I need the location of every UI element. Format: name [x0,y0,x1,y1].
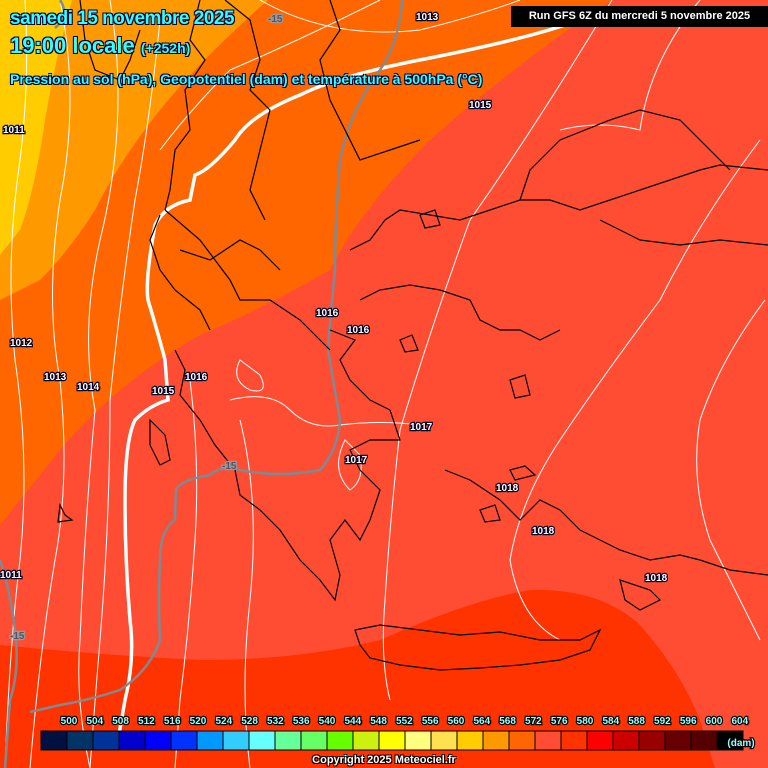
legend-tick: 560 [448,716,465,727]
pressure-label: 1013 [416,12,439,23]
legend-swatch [274,730,302,751]
legend-swatch [378,730,406,751]
legend-tick: 524 [215,716,232,727]
pressure-label: 1016 [347,325,370,336]
legend-swatch [352,730,380,751]
pressure-label: 1018 [496,483,519,494]
zone-568 [0,0,268,300]
legend-swatch [144,730,172,751]
legend-tick: 568 [499,716,516,727]
legend-tick: 576 [551,716,568,727]
pressure-label: 1011 [3,125,25,136]
isotherm-minus15 [0,0,404,768]
pressure-label: 1016 [316,308,339,319]
pressure-label: 1017 [345,455,368,466]
legend-swatch [482,730,510,751]
forecast-time: 19:00 locale (+252h) [10,33,190,59]
temperature-label: -15 [222,461,237,472]
legend-unit: (dam) [727,738,754,749]
legend-tick: 572 [525,716,542,727]
legend-tick: 500 [61,716,78,727]
color-legend: 500 504 508 512 516 520 524 528 532 536 540 544 548 5… [40,715,750,751]
pressure-label: 1015 [469,100,492,111]
model-run-info: Run GFS 6Z du mercredi 5 novembre 2025 [511,6,768,27]
legend-swatch [66,730,94,751]
legend-swatch [456,730,484,751]
legend-tick: 556 [422,716,439,727]
legend-swatch [326,730,354,751]
temperature-label: -15 [10,631,25,642]
legend-swatch [170,730,198,751]
legend-tick: 520 [190,716,207,727]
pressure-label: 1014 [77,382,100,393]
legend-tick: 504 [86,716,103,727]
legend-tick: 588 [628,716,645,727]
legend-swatch [508,730,536,751]
parameter-description: Pression au sol (hPa), Geopotentiel (dam… [10,71,483,87]
zone-564 [0,0,72,255]
legend-swatch [534,730,562,751]
lead-time: (+252h) [140,40,191,56]
legend-tick: 584 [602,716,619,727]
legend-swatch [300,730,328,751]
legend-tick: 552 [396,716,413,727]
pressure-label: 1015 [152,386,175,397]
legend-tick: 536 [293,716,310,727]
legend-swatch [196,730,224,751]
legend-swatch [560,730,588,751]
legend-swatch [638,730,666,751]
temperature-label: -15 [268,14,283,25]
legend-swatch [716,730,744,751]
legend-tick: 548 [370,716,387,727]
legend-tick: 600 [706,716,723,727]
legend-tick: 516 [164,716,181,727]
legend-tick: 604 [731,716,748,727]
legend-swatch [690,730,718,751]
legend-tick: 564 [473,716,490,727]
zone-572 [0,0,612,525]
pressure-label: 1018 [645,573,668,584]
pressure-labels: 1013 1015 1011 1012 1013 1014 1015 1016 … [0,11,669,585]
legend-tick: 540 [319,716,336,727]
legend-tick: 544 [344,716,361,727]
legend-tick: 596 [680,716,697,727]
pressure-label: 1017 [410,422,433,433]
legend-tick: 528 [241,716,258,727]
legend-swatch [404,730,432,751]
legend-tick: 580 [577,716,594,727]
isobars [4,0,766,768]
copyright: Copyright 2025 Meteociel.fr [312,754,456,766]
forecast-date: samedi 15 novembre 2025 [10,8,235,29]
pressure-label: 1012 [10,338,33,349]
legend-swatch [222,730,250,751]
legend-swatch [118,730,146,751]
pressure-label: 1013 [44,372,67,383]
pressure-label: 1016 [185,372,208,383]
legend-swatch [586,730,614,751]
legend-swatch [92,730,120,751]
legend-tick: 508 [112,716,129,727]
temperature-labels: -15 -15 -15 [9,13,284,643]
pressure-label: 1018 [532,526,555,537]
legend-swatch [430,730,458,751]
coastlines-borders [57,0,768,671]
legend-swatch [40,730,68,751]
geopotential-552-line [116,23,566,741]
legend-tick: 532 [267,716,284,727]
pressure-label: 1011 [0,570,22,581]
legend-swatch [664,730,692,751]
legend-tick: 512 [138,716,155,727]
legend-swatch [612,730,640,751]
legend-swatch [248,730,276,751]
legend-tick: 592 [654,716,671,727]
local-time: 19:00 locale [10,33,135,58]
